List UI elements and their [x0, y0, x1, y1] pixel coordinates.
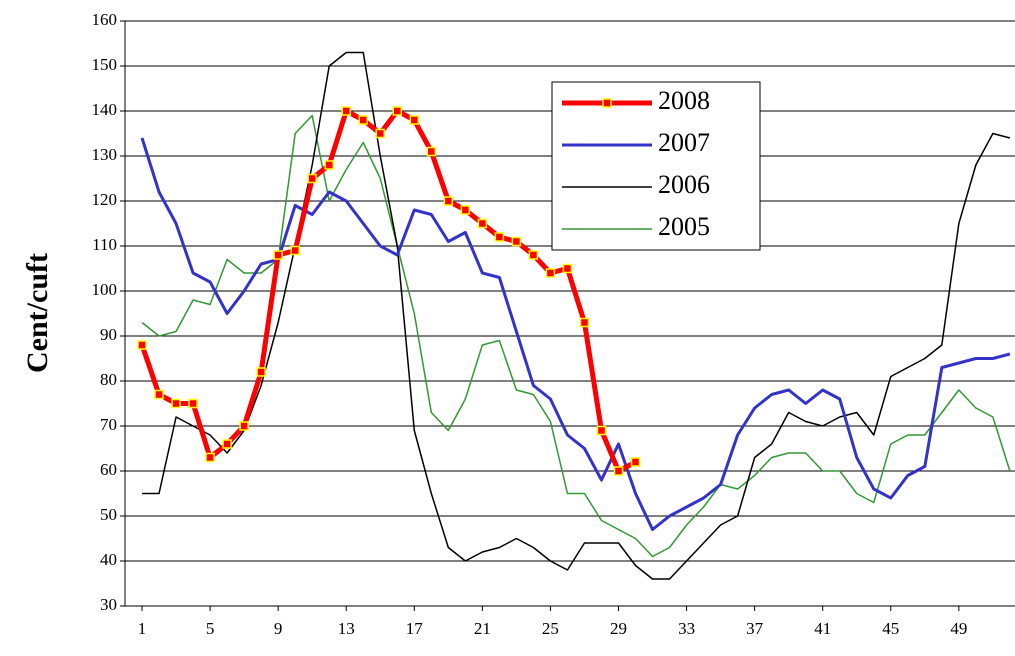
x-tick-label: 37 [746, 619, 764, 638]
point-marker [341, 106, 351, 116]
y-tick-label: 40 [100, 550, 117, 569]
point-marker [205, 452, 215, 463]
point-marker [630, 457, 641, 467]
x-tick-label: 13 [338, 619, 355, 638]
x-tick-label: 33 [678, 619, 695, 638]
point-marker [613, 466, 624, 476]
x-tick-label: 45 [882, 619, 899, 638]
point-marker [443, 196, 454, 206]
point-marker [171, 398, 181, 409]
x-tick-label: 49 [950, 619, 967, 638]
legend-label: 2008 [658, 86, 710, 115]
y-tick-label: 140 [92, 100, 118, 119]
x-tick-label: 9 [274, 619, 283, 638]
y-tick-label: 70 [100, 415, 117, 434]
y-tick-label: 80 [100, 370, 117, 389]
y-tick-label: 110 [92, 235, 117, 254]
point-marker [392, 106, 403, 116]
y-tick-label: 130 [92, 145, 118, 164]
point-marker [409, 115, 420, 125]
x-tick-label: 5 [206, 619, 215, 638]
point-marker [375, 128, 386, 139]
series-line [140, 137, 1011, 531]
point-marker [562, 263, 573, 274]
x-tick-label: 29 [610, 619, 627, 638]
point-marker [528, 250, 539, 260]
y-tick-label: 120 [92, 190, 118, 209]
point-marker [222, 439, 232, 449]
point-marker [477, 218, 488, 229]
legend-box [551, 81, 761, 251]
y-tick-label: 90 [100, 325, 117, 344]
x-tick-label: 17 [406, 619, 424, 638]
point-marker [307, 173, 317, 184]
series-line [142, 51, 1011, 580]
point-marker [256, 367, 266, 377]
point-marker [545, 268, 556, 278]
point-marker [188, 398, 198, 409]
point-marker [579, 317, 590, 328]
point-marker [137, 340, 147, 350]
y-tick-label: 60 [100, 460, 117, 479]
point-marker [494, 232, 505, 242]
point-marker [273, 250, 283, 260]
y-tick-label: 150 [92, 55, 118, 74]
y-tick-label: 50 [100, 505, 117, 524]
point-marker [324, 160, 334, 170]
legend-label: 2005 [658, 212, 710, 241]
y-tick-label: 30 [100, 595, 117, 614]
x-tick-label: 41 [814, 619, 831, 638]
point-marker [596, 425, 607, 436]
legend-label: 2007 [658, 128, 710, 157]
x-tick-label: 25 [542, 619, 559, 638]
x-tick-label: 21 [474, 619, 491, 638]
legend-label: 2006 [658, 170, 710, 199]
y-tick-label: 160 [92, 10, 118, 29]
point-marker [358, 115, 368, 125]
point-marker [290, 245, 300, 256]
series-line [141, 114, 1011, 558]
point-marker [426, 146, 437, 157]
point-marker [239, 421, 249, 431]
y-tick-label: 100 [92, 280, 118, 299]
x-tick-label: 1 [138, 619, 147, 638]
point-marker [460, 205, 471, 215]
y-axis-label: Cent/cuft [21, 253, 54, 373]
point-marker [511, 236, 522, 247]
point-marker [154, 389, 164, 400]
legend-marker [602, 98, 612, 108]
